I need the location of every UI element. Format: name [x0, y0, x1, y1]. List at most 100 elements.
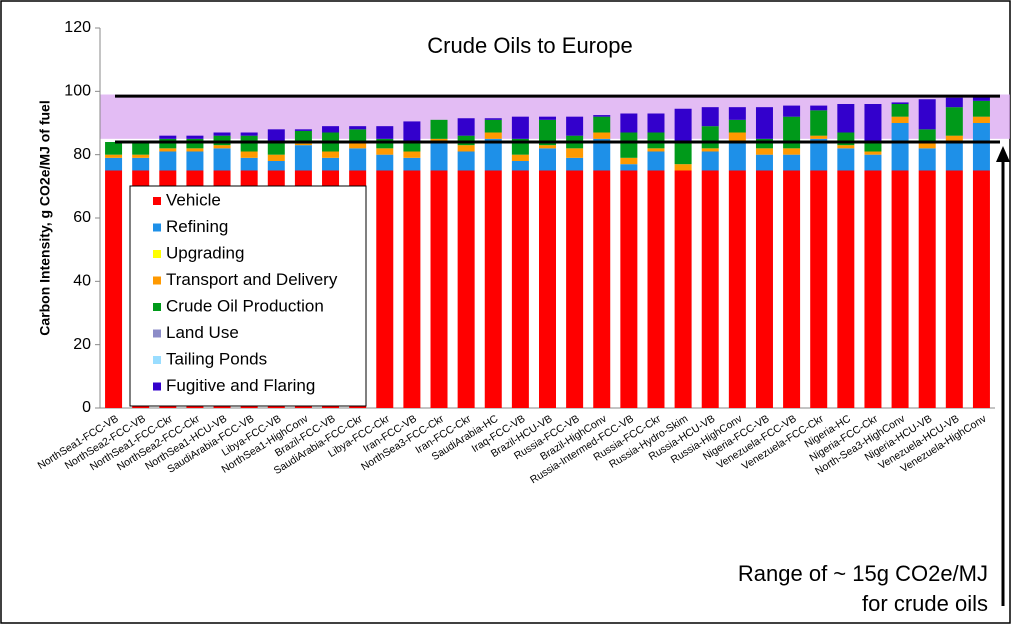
bar-segment	[728, 119, 746, 133]
y-axis-label: Carbon Intensity, g CO2e/MJ of fuel	[37, 100, 53, 335]
bar-segment	[620, 170, 638, 408]
bar-segment	[322, 126, 340, 133]
bar-segment	[755, 170, 773, 408]
legend-label: Tailing Ponds	[166, 349, 267, 368]
bar-segment	[322, 157, 340, 171]
bar-segment	[457, 118, 475, 136]
bar-segment	[566, 157, 584, 171]
bar-segment	[376, 170, 394, 408]
bar-segment	[132, 154, 150, 158]
bar-segment	[918, 99, 936, 130]
legend-swatch	[153, 223, 161, 232]
bar-segment	[186, 151, 204, 171]
bar-segment	[267, 154, 285, 161]
bar-segment	[430, 138, 448, 142]
bar-segment	[972, 96, 990, 101]
bar-segment	[376, 126, 394, 139]
bar-segment	[674, 164, 692, 171]
bar-segment	[186, 135, 204, 139]
bar-segment	[186, 138, 204, 149]
legend: Vehicle Refining Upgrading Transport and De…	[129, 185, 367, 407]
legend-swatch	[153, 329, 161, 338]
bar-segment	[511, 170, 529, 408]
legend-swatch	[153, 382, 161, 391]
bar-segment	[728, 142, 746, 171]
bar-segment	[755, 107, 773, 139]
bar-segment	[403, 151, 421, 158]
bar-segment	[294, 143, 312, 146]
bar-segment	[484, 118, 502, 120]
bar-segment	[294, 145, 312, 171]
bar-segment	[864, 151, 882, 155]
bar-segment	[810, 135, 828, 139]
bar-segment	[918, 148, 936, 171]
legend-swatch	[153, 303, 161, 311]
bar-segment	[647, 148, 665, 152]
bar-segment	[403, 157, 421, 171]
bar-segment	[539, 119, 556, 146]
bar-segment	[593, 138, 611, 171]
bar-segment	[376, 148, 394, 155]
bar-segment	[376, 154, 394, 171]
bar-segment	[484, 138, 502, 171]
bar-segment	[647, 132, 665, 149]
bar-segment	[566, 170, 584, 408]
bar-segment	[755, 148, 773, 155]
bar-segment	[159, 148, 177, 152]
bar-segment	[213, 135, 231, 146]
bar-segment	[674, 142, 692, 165]
bar-segment	[864, 142, 882, 152]
bar-segment	[403, 121, 421, 142]
bar-segment	[430, 119, 448, 139]
bar-segment	[159, 138, 177, 149]
bar-segment	[539, 116, 556, 120]
bar-segment	[511, 154, 529, 161]
bar-segment	[891, 116, 909, 123]
annotation: for crude oils	[862, 591, 988, 616]
y-tick-label: 20	[73, 336, 91, 353]
bar-segment	[159, 135, 177, 139]
bar-segment	[783, 116, 801, 149]
legend-swatch	[153, 356, 161, 364]
bar-segment	[783, 148, 801, 155]
bar-segment	[430, 170, 448, 408]
bar-segment	[728, 107, 746, 120]
bar-segment	[539, 148, 556, 171]
bar-segment	[240, 132, 258, 136]
bar-segment	[837, 170, 855, 408]
bar-segment	[105, 154, 123, 158]
bar-segment	[891, 102, 909, 104]
bar-segment	[837, 148, 855, 171]
bar-segment	[945, 107, 963, 136]
bar-segment	[647, 170, 665, 408]
bar-segment	[837, 104, 855, 133]
bar-segment	[918, 170, 936, 408]
bar-segment	[240, 157, 258, 171]
bar-segment	[457, 145, 475, 152]
bar-segment	[457, 170, 475, 408]
bar-segment	[403, 170, 421, 408]
chart-title: Crude Oils to Europe	[427, 33, 632, 58]
bar-segment	[511, 161, 529, 171]
bar-segment	[457, 151, 475, 171]
legend-label: Vehicle	[166, 190, 221, 209]
bar-segment	[105, 157, 123, 171]
bar-segment	[105, 170, 123, 408]
bar-segment	[783, 105, 801, 117]
y-tick-label: 80	[73, 146, 91, 163]
bar-segment	[728, 132, 746, 142]
bar-segment	[701, 126, 719, 149]
arrow-head	[996, 146, 1010, 162]
bar-segment	[349, 126, 367, 130]
bar-segment	[484, 132, 502, 139]
bar-segment	[132, 157, 150, 171]
bar-segment	[240, 135, 258, 152]
bar-segment	[294, 129, 312, 131]
bar-segment	[267, 142, 285, 155]
bar-segment	[267, 129, 285, 142]
bar-segment	[566, 116, 584, 136]
bar-segment	[539, 170, 556, 408]
bar-segment	[701, 107, 719, 127]
bar-segment	[972, 116, 990, 123]
